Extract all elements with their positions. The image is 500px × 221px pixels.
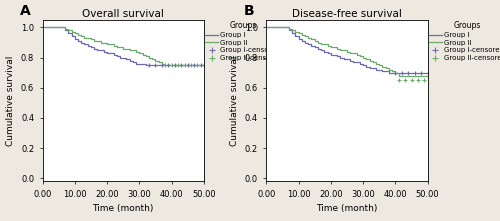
- Legend: Group I, Group II, Group I-censored, Group II-censored: Group I, Group II, Group I-censored, Gro…: [204, 20, 283, 63]
- Text: A: A: [20, 4, 31, 18]
- Title: Overall survival: Overall survival: [82, 9, 164, 19]
- Title: Disease-free survival: Disease-free survival: [292, 9, 402, 19]
- Y-axis label: Cumulative survival: Cumulative survival: [6, 55, 16, 146]
- Text: B: B: [244, 4, 254, 18]
- Y-axis label: Cumulative survival: Cumulative survival: [230, 55, 239, 146]
- X-axis label: Time (month): Time (month): [316, 204, 378, 213]
- X-axis label: Time (month): Time (month): [92, 204, 154, 213]
- Legend: Group I, Group II, Group I-censored, Group II-censored: Group I, Group II, Group I-censored, Gro…: [428, 20, 500, 63]
